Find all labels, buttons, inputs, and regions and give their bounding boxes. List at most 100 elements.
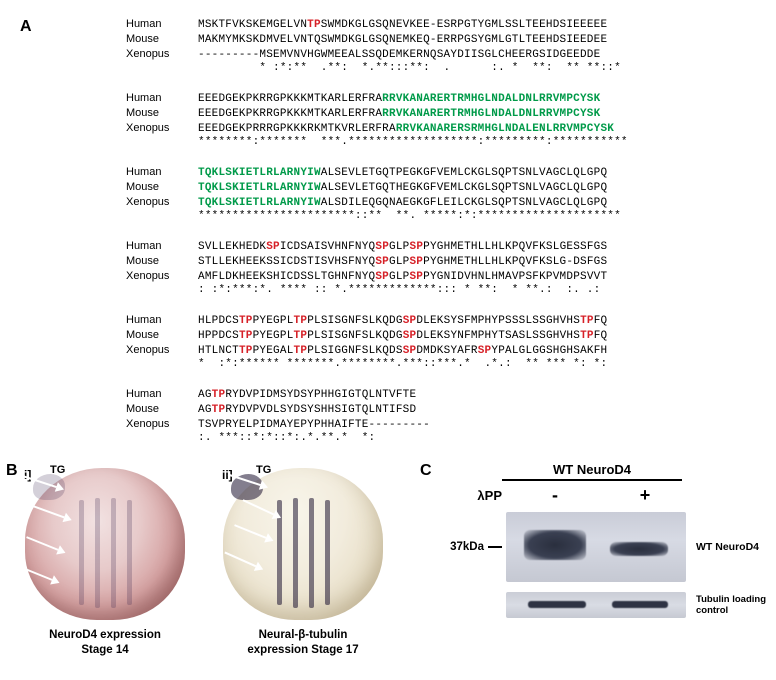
sequence: AMFLDKHEEKSHICDSSLTGHNFNYQSPGLPSPPYGNIDV… [198, 271, 607, 285]
side-load: Tubulin loading control [696, 594, 776, 616]
mw-label: 37kDa [448, 541, 506, 553]
panel-b: B i] TG NeuroD4 expression Stage 14 i [20, 462, 388, 658]
species: Human [126, 240, 198, 254]
caption-line: NeuroD4 expression [20, 628, 190, 643]
align-row: HumanTQKLSKIETLRLARNYIWALSEVLETGQTPEGKGF… [126, 166, 756, 181]
align-block: HumanTQKLSKIETLRLARNYIWALSEVLETGQTPEGKGF… [126, 166, 756, 224]
stripe [325, 500, 330, 605]
align-row: MouseMAKMYMKSKDMVELVNTQSWMDKGLGSQNEMKEQ-… [126, 33, 756, 48]
align-block: HumanAGTPRYDVPIDMSYDSYPHHGIGTQLNTVFTEMou… [126, 388, 756, 446]
alignment: HumanMSKTFVKSKEMGELVNTPSWMDKGLGSQNEVKEE-… [126, 18, 756, 446]
panel-b-content: i] TG NeuroD4 expression Stage 14 ii] TG [20, 468, 388, 658]
arrow-icon [18, 561, 62, 590]
species: Xenopus [126, 270, 198, 284]
caption-line: expression Stage 17 [218, 643, 388, 658]
caption-line: Neural-β-tubulin [218, 628, 388, 643]
panel-a: A HumanMSKTFVKSKEMGELVNTPSWMDKGLGSQNEVKE… [20, 18, 756, 446]
main-blot [506, 512, 686, 582]
sequence: TQKLSKIETLRLARNYIWALSEVLETGQTHEGKGFVEMLC… [198, 182, 607, 196]
sequence: EEEDGEKPKRRGPKKKMTKARLERFRARRVKANARERTRM… [198, 108, 600, 122]
tg-region-ii [231, 474, 263, 500]
align-row: HumanMSKTFVKSKEMGELVNTPSWMDKGLGSQNEVKEE-… [126, 18, 756, 33]
consensus: * :*:** .**: *.**:::**: . :. * **: ** **… [198, 62, 621, 76]
panel-c-label: C [420, 462, 432, 480]
species: Mouse [126, 403, 198, 417]
species: Xenopus [126, 48, 198, 62]
sequence: EEEDGEKPKRRGPKKKMTKARLERFRARRVKANARERTRM… [198, 93, 600, 107]
species: Human [126, 388, 198, 402]
subpanel-i: i] [24, 468, 31, 482]
consensus: ***********************::** **. *****:*:… [198, 210, 621, 224]
species: Human [126, 166, 198, 180]
species: Mouse [126, 107, 198, 121]
consensus: :. ***::*:*::*:.*.**.* *: [198, 432, 409, 446]
minus: - [510, 485, 600, 506]
stripe [95, 498, 100, 608]
species: Xenopus [126, 418, 198, 432]
align-row: XenopusTQKLSKIETLRLARNYIWALSDILEQGQNAEGK… [126, 196, 756, 211]
blot-area: WT NeuroD4 λPP - + 37kDa WT NeuroD4 T [448, 462, 776, 618]
align-row: XenopusAMFLDKHEEKSHICDSSLTGHNFNYQSPGLPSP… [126, 270, 756, 285]
species: Human [126, 92, 198, 106]
panel-a-label: A [20, 18, 32, 35]
blot-band [528, 601, 586, 608]
mw-text: 37kDa [450, 541, 484, 553]
species: Mouse [126, 181, 198, 195]
sequence: MAKMYMKSKDMVELVNTQSWMDKGLGSQNEMKEQ-ERRPG… [198, 34, 607, 48]
stripe [111, 498, 116, 608]
consensus-row: : :*:***:*. **** :: *.*************::: *… [126, 284, 756, 298]
align-row: HumanAGTPRYDVPIDMSYDSYPHHGIGTQLNTVFTE [126, 388, 756, 403]
plus: + [600, 485, 690, 506]
sequence: SVLLEKHEDKSPICDSAISVHNFNYQSPGLPSPPYGHMET… [198, 241, 607, 255]
arrow-icon [222, 546, 266, 576]
blot-band [612, 601, 668, 608]
sequence: ---------MSEMVNVHGWMEEALSSQDEMKERNQSAYDI… [198, 49, 600, 63]
sequence: TQKLSKIETLRLARNYIWALSDILEQGQNAEGKGFLEILC… [198, 197, 607, 211]
stripe [309, 498, 314, 608]
panel-b-label: B [6, 462, 18, 480]
consensus: ********:******* ***.*******************… [198, 136, 628, 150]
species: Xenopus [126, 196, 198, 210]
embryo-ii [223, 468, 383, 620]
side-main: WT NeuroD4 [696, 541, 776, 553]
align-row: XenopusTSVPRYELPIDMAYEPYPHHAIFTE--------… [126, 418, 756, 433]
arrow-icon [232, 519, 276, 548]
stripe [277, 500, 282, 605]
sequence: AGTPRYDVPVDLSYDSYSHHSIGTQLNTIFSD [198, 404, 416, 418]
stripe [127, 500, 132, 605]
caption-line: Stage 14 [20, 643, 190, 658]
species: Xenopus [126, 344, 198, 358]
wt-head: WT NeuroD4 [502, 462, 682, 481]
sequence: HPPDCSTPPYEGPLTPPLSISGNFSLKQDGSPDLEKSYNF… [198, 330, 607, 344]
consensus-row: :. ***::*:*::*:.*.**.* *: [126, 432, 756, 446]
align-row: HumanHLPDCSTPPYEGPLTPPLSISGNFSLKQDGSPDLE… [126, 314, 756, 329]
species: Mouse [126, 329, 198, 343]
tg-region-i [33, 474, 65, 500]
stripe [79, 500, 84, 605]
consensus-row: * :*:****** *******.********.***::***.* … [126, 358, 756, 372]
loading-blot [506, 592, 686, 618]
sequence: MSKTFVKSKEMGELVNTPSWMDKGLGSQNEVKEE-ESRPG… [198, 19, 607, 33]
sequence: EEEDGEKPRRRGPKKKRKMTKVRLERFRARRVKANARERS… [198, 123, 614, 137]
sequence: HLPDCSTPPYEGPLTPPLSISGNFSLKQDGSPDLEKSYSF… [198, 315, 607, 329]
align-row: MouseHPPDCSTPPYEGPLTPPLSISGNFSLKQDGSPDLE… [126, 329, 756, 344]
consensus: * :*:****** *******.********.***::***.* … [198, 358, 607, 372]
align-row: MouseAGTPRYDVPVDLSYDSYSHHSIGTQLNTIFSD [126, 403, 756, 418]
consensus-row: ***********************::** **. *****:*:… [126, 210, 756, 224]
align-block: HumanMSKTFVKSKEMGELVNTPSWMDKGLGSQNEVKEE-… [126, 18, 756, 76]
main-blot-row: 37kDa WT NeuroD4 [448, 512, 776, 582]
consensus: : :*:***:*. **** :: *.*************::: *… [198, 284, 600, 298]
lpp-label: λPP [448, 488, 510, 503]
align-block: HumanEEEDGEKPKRRGPKKKMTKARLERFRARRVKANAR… [126, 92, 756, 150]
embryo-ii-wrap: ii] TG Neural-β-tubulin expression Stage… [218, 468, 388, 658]
stripe [293, 498, 298, 608]
species: Xenopus [126, 122, 198, 136]
align-row: MouseTQKLSKIETLRLARNYIWALSEVLETGQTHEGKGF… [126, 181, 756, 196]
sequence: STLLEKHEEKSSICDSTISVHSFNYQSPGLPSPPYGHMET… [198, 256, 607, 270]
species: Human [126, 18, 198, 32]
subpanel-ii: ii] [222, 468, 233, 482]
align-row: HumanEEEDGEKPKRRGPKKKMTKARLERFRARRVKANAR… [126, 92, 756, 107]
species: Human [126, 314, 198, 328]
align-row: MouseEEEDGEKPKRRGPKKKMTKARLERFRARRVKANAR… [126, 107, 756, 122]
sequence: AGTPRYDVPIDMSYDSYPHHGIGTQLNTVFTE [198, 389, 416, 403]
